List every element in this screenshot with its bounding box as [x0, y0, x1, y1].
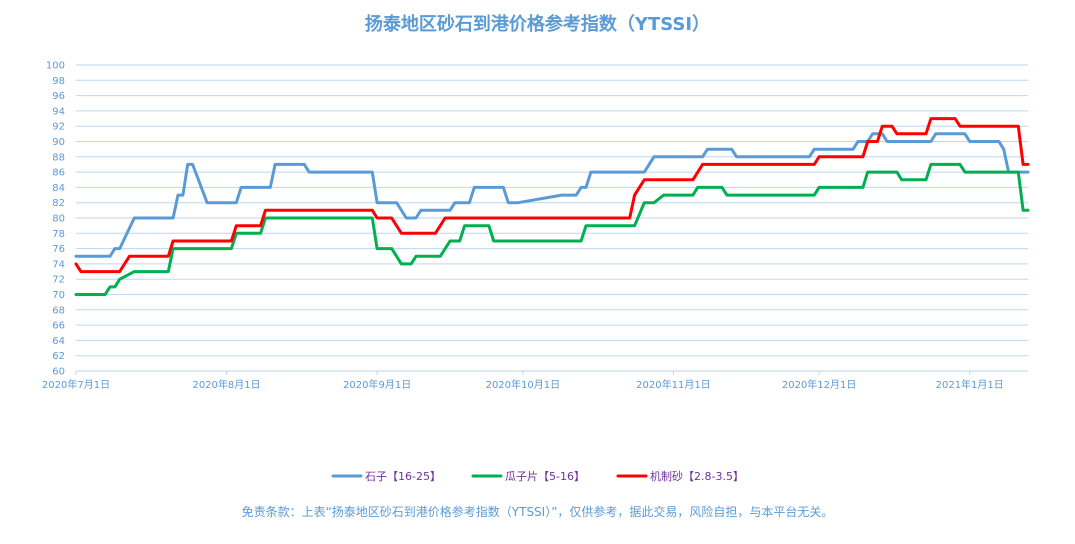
y-tick-label: 96: [52, 91, 65, 102]
y-tick-label: 60: [52, 367, 65, 378]
x-tick-label: 2020年7月1日: [42, 378, 110, 391]
series-line-1: [74, 162, 1030, 296]
y-tick-label: 100: [46, 61, 65, 72]
x-tick-label: 2021年1月1日: [936, 378, 1004, 391]
x-tick-label: 2020年11月1日: [636, 378, 711, 391]
y-tick-label: 92: [52, 122, 65, 133]
y-tick-label: 70: [52, 290, 65, 301]
y-tick-label: 84: [52, 183, 65, 194]
y-tick-label: 94: [52, 106, 65, 117]
y-tick-label: 74: [52, 259, 65, 270]
x-tick-label: 2020年10月1日: [486, 378, 561, 391]
y-tick-label: 62: [52, 351, 65, 362]
chart-title: 扬泰地区砂石到港价格参考指数（YTSSI）: [364, 14, 711, 35]
x-axis-ticks: 2020年7月1日 2020年8月1日 2020年9月1日 2020年10月1日 202…: [42, 371, 1004, 391]
y-tick-label: 66: [52, 321, 65, 332]
y-tick-label: 86: [52, 168, 65, 179]
y-tick-label: 80: [52, 214, 65, 225]
y-tick-label: 78: [52, 229, 65, 240]
x-tick-label: 2020年12月1日: [782, 378, 857, 391]
legend-label-2: 机制砂【2.8-3.5】: [650, 469, 744, 483]
series-lines: [74, 117, 1030, 296]
y-tick-label: 68: [52, 305, 65, 316]
disclaimer-text: 免责条款：上表“扬泰地区砂石到港价格参考指数（YTSSI）”，仅供参考，据此交易…: [241, 505, 834, 519]
y-axis-ticks: 60 62 64 66 68 70 72 74 76 78 80 82 84 86 88 90 92 94 96 98…: [46, 61, 65, 378]
y-tick-label: 82: [52, 198, 65, 209]
gridlines: [76, 64, 1028, 357]
x-tick-label: 2020年8月1日: [192, 378, 260, 391]
legend-label-1: 瓜子片【5-16】: [505, 470, 585, 483]
y-tick-label: 98: [52, 76, 65, 87]
legend: 石子【16-25】 瓜子片【5-16】 机制砂【2.8-3.5】: [331, 469, 744, 483]
y-tick-label: 64: [52, 336, 65, 347]
x-tick-label: 2020年9月1日: [343, 378, 411, 391]
y-tick-label: 90: [52, 137, 65, 148]
series-line-0: [74, 132, 1030, 258]
series-line-2: [74, 117, 1030, 274]
y-tick-label: 76: [52, 244, 65, 255]
legend-label-0: 石子【16-25】: [365, 470, 441, 483]
y-tick-label: 88: [52, 152, 65, 163]
y-tick-label: 72: [52, 275, 65, 286]
